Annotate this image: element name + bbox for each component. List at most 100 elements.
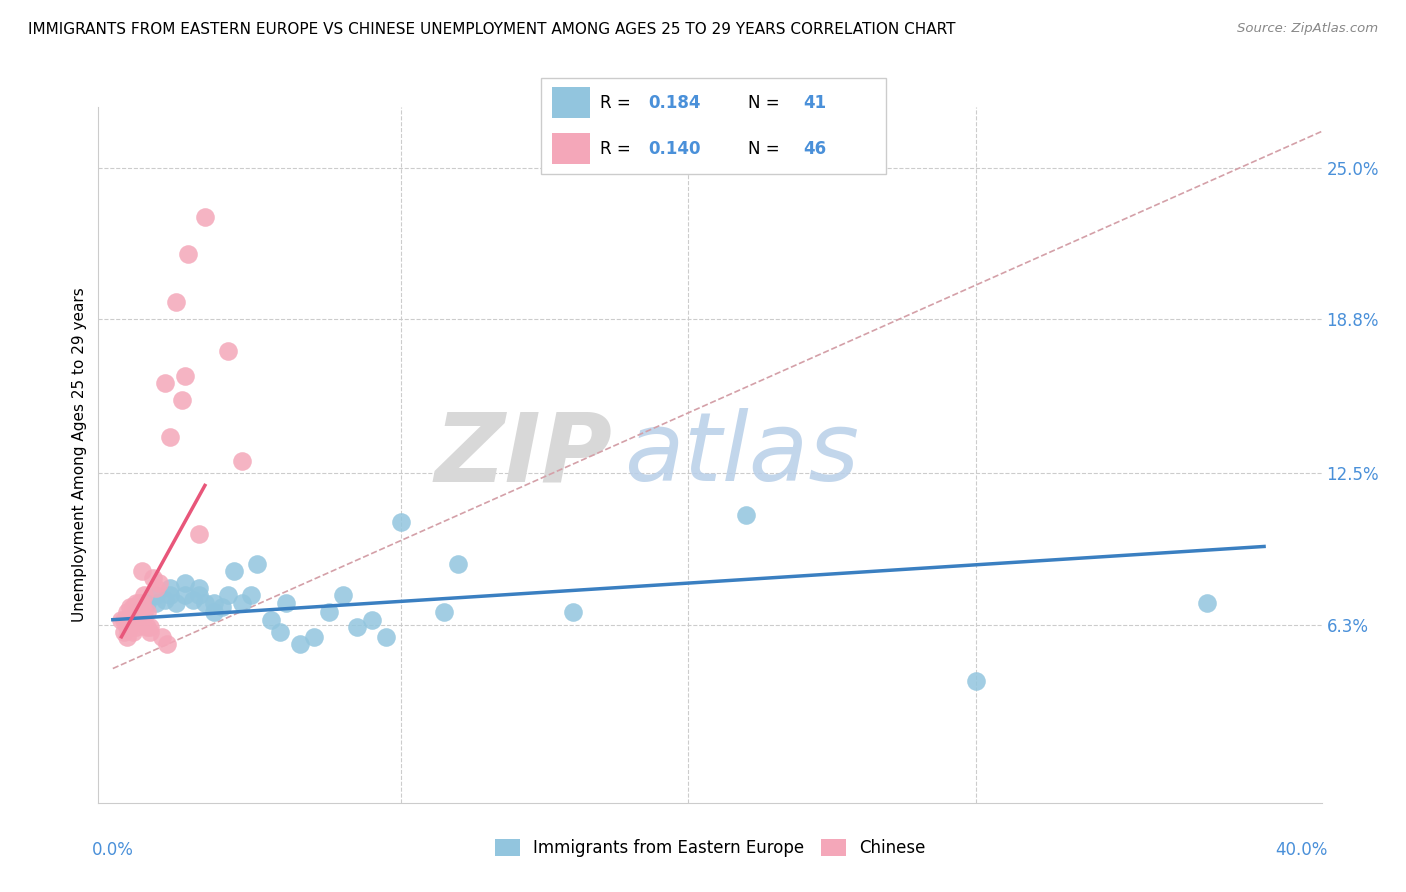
Point (1195, 596, 1218, 610)
Point (194, 210, 217, 224)
Point (202, 606, 225, 620)
Point (156, 637, 179, 651)
Point (188, 588, 211, 602)
Text: 0.140: 0.140 (648, 140, 700, 158)
Point (217, 344, 239, 359)
Point (145, 588, 167, 602)
Point (173, 588, 195, 602)
Text: R =: R = (600, 140, 636, 158)
Text: ZIP: ZIP (434, 409, 612, 501)
Point (239, 588, 262, 602)
Point (122, 613, 145, 627)
Text: Source: ZipAtlas.com: Source: ZipAtlas.com (1237, 22, 1378, 36)
Point (260, 613, 283, 627)
Point (115, 613, 138, 627)
Point (304, 630, 326, 644)
Text: 0.184: 0.184 (648, 94, 700, 112)
Legend: Immigrants from Eastern Europe, Chinese: Immigrants from Eastern Europe, Chinese (488, 832, 932, 864)
Y-axis label: Unemployment Among Ages 25 to 29 years: Unemployment Among Ages 25 to 29 years (72, 287, 87, 623)
Point (148, 576, 170, 591)
Point (375, 630, 398, 644)
Point (115, 620, 138, 634)
Point (128, 596, 150, 610)
Point (318, 606, 340, 620)
Point (965, 673, 987, 688)
Text: N =: N = (748, 94, 785, 112)
Point (222, 564, 245, 578)
Point (110, 613, 132, 627)
Point (142, 571, 165, 585)
Point (246, 557, 269, 571)
Point (112, 624, 135, 639)
Point (112, 613, 135, 627)
Point (159, 588, 181, 602)
Point (447, 557, 470, 571)
FancyBboxPatch shape (541, 78, 886, 174)
Point (122, 600, 145, 615)
Point (122, 606, 145, 620)
Point (159, 581, 181, 595)
Point (211, 600, 233, 615)
Point (274, 596, 297, 610)
Point (735, 508, 758, 522)
Point (153, 593, 176, 607)
Point (231, 596, 253, 610)
Point (145, 596, 167, 610)
Point (139, 624, 162, 639)
Point (188, 527, 211, 541)
Point (269, 624, 291, 639)
Point (120, 620, 142, 634)
Point (165, 596, 187, 610)
Point (139, 620, 162, 634)
Text: IMMIGRANTS FROM EASTERN EUROPE VS CHINESE UNEMPLOYMENT AMONG AGES 25 TO 29 YEARS: IMMIGRANTS FROM EASTERN EUROPE VS CHINES… (28, 22, 956, 37)
Point (288, 637, 311, 651)
Point (217, 588, 239, 602)
Point (194, 596, 217, 610)
Point (120, 600, 142, 615)
Point (115, 606, 138, 620)
Point (165, 295, 187, 310)
Point (332, 588, 354, 602)
Point (131, 600, 153, 615)
Text: atlas: atlas (624, 409, 859, 501)
Point (120, 613, 142, 627)
Point (115, 630, 138, 644)
Point (150, 630, 173, 644)
Point (153, 376, 176, 390)
Point (145, 581, 167, 595)
Point (125, 596, 148, 610)
Point (131, 596, 153, 610)
Point (136, 596, 159, 610)
Point (136, 620, 159, 634)
FancyBboxPatch shape (551, 87, 589, 118)
FancyBboxPatch shape (551, 134, 589, 164)
Point (183, 593, 205, 607)
Point (125, 620, 148, 634)
Text: R =: R = (600, 94, 636, 112)
Point (122, 624, 145, 639)
Point (188, 581, 211, 595)
Text: 46: 46 (803, 140, 827, 158)
Point (176, 246, 198, 260)
Text: 41: 41 (803, 94, 827, 112)
Point (131, 600, 153, 615)
Point (433, 606, 456, 620)
Point (202, 596, 225, 610)
Point (346, 620, 368, 634)
Point (128, 600, 150, 615)
Point (389, 515, 412, 529)
Point (173, 576, 195, 591)
Point (120, 613, 142, 627)
Point (136, 606, 159, 620)
Point (125, 613, 148, 627)
Point (131, 613, 153, 627)
Point (231, 454, 253, 468)
Point (131, 564, 153, 578)
Text: 40.0%: 40.0% (1275, 841, 1327, 859)
Text: 0.0%: 0.0% (93, 841, 134, 859)
Point (134, 606, 156, 620)
Point (170, 392, 193, 407)
Point (159, 429, 181, 443)
Point (360, 613, 382, 627)
Point (134, 588, 156, 602)
